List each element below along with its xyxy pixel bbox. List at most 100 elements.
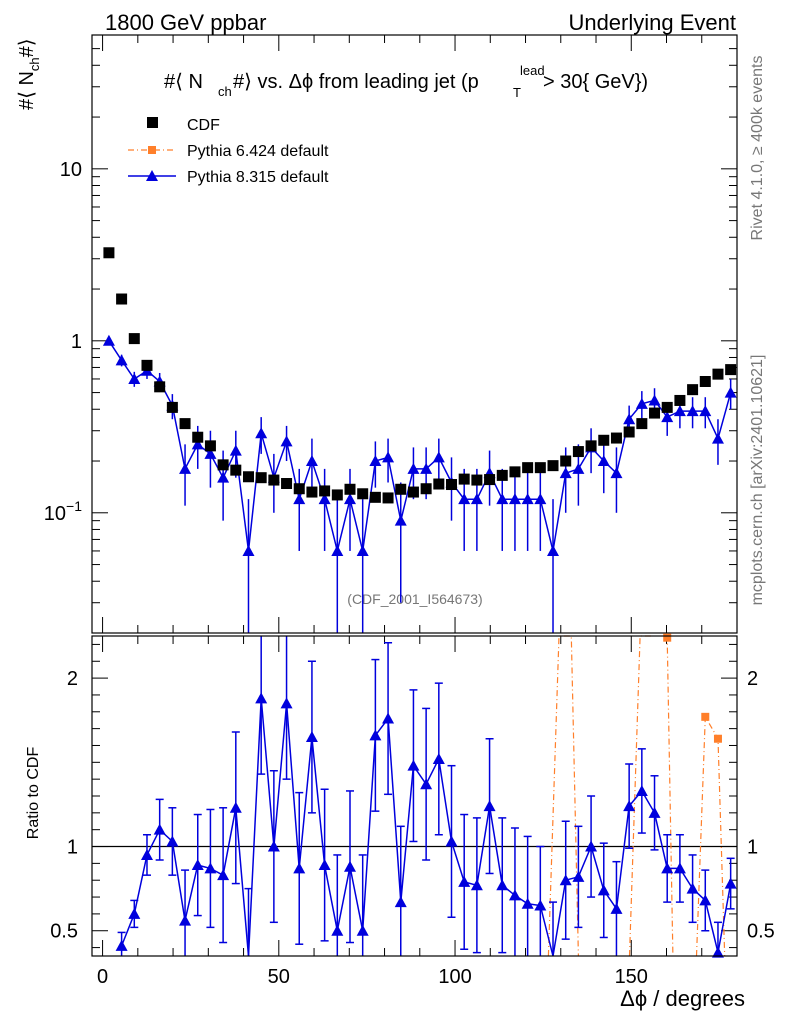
py8-main-point	[610, 467, 623, 479]
py8-ratio-point	[318, 859, 331, 871]
main-ytick-label: 1	[71, 331, 82, 353]
py8-ratio-point	[623, 800, 636, 812]
py8-ratio-point	[140, 848, 153, 860]
py8-main-point	[458, 493, 471, 505]
py8-ratio-point	[661, 862, 674, 874]
legend: CDF Pythia 6.424 default Pythia 8.315 de…	[128, 117, 329, 186]
title-sup-lead: lead	[520, 63, 545, 78]
legend-cdf-marker	[147, 117, 158, 128]
cdf-data-point	[598, 434, 610, 446]
py8-ratio-point	[458, 875, 471, 887]
py6-ratio-line	[664, 635, 674, 957]
cdf-data-point	[103, 247, 115, 259]
main-title: #⟨ N ch #⟩ vs. Δϕ from leading jet (p le…	[164, 63, 648, 100]
py8-main-point	[191, 438, 204, 450]
py8-ratio-point	[432, 752, 445, 764]
cdf-data-point	[496, 469, 508, 481]
cdf-data-point	[674, 394, 686, 406]
header-right: Underlying Event	[568, 10, 736, 35]
title-sub-t: T	[513, 85, 521, 100]
py8-ratio-point	[724, 877, 737, 889]
py8-main-point	[242, 544, 255, 556]
cdf-data-point	[661, 401, 673, 413]
py8-ratio-point	[331, 924, 344, 936]
ratio-ytick-label-left: 0.5	[50, 921, 78, 943]
py8-main-point	[420, 462, 433, 474]
py8-ratio-point	[470, 879, 483, 891]
main-ylabel: #⟨ Nch#⟩	[16, 38, 42, 110]
ratio-xtick-label: 150	[615, 966, 648, 988]
py8-main-point	[470, 493, 483, 505]
ratio-xtick-label: 50	[268, 966, 290, 988]
py8-ratio-point	[293, 862, 306, 874]
py8-ratio-point	[115, 939, 128, 951]
py8-main-point	[496, 493, 509, 505]
py8-ratio-point	[229, 801, 242, 813]
ratio-plot-area: 0.5 0.5 1 1 2 2 0 50 100 150	[50, 633, 775, 988]
py8-ratio-point	[305, 731, 318, 743]
cdf-data-point	[585, 440, 597, 452]
py8-main-point	[635, 397, 648, 409]
py8-ratio-point	[382, 712, 395, 724]
py8-main-point	[217, 471, 230, 483]
ylabel-open: #⟨ N	[16, 71, 38, 110]
py8-main-point	[547, 544, 560, 556]
py8-main-point	[521, 493, 534, 505]
py8-ratio-point	[420, 778, 433, 790]
py8-ratio-point	[179, 914, 192, 926]
legend-py6-marker	[148, 146, 156, 154]
cdf-data-point	[407, 486, 419, 498]
cdf-data-point	[725, 364, 737, 376]
cdf-data-point	[357, 488, 369, 500]
py8-main-point	[534, 493, 547, 505]
ratio-xtick-label: 100	[438, 966, 471, 988]
cdf-data-point	[534, 462, 546, 474]
cdf-data-point	[369, 491, 381, 503]
py8-main-point	[369, 455, 382, 467]
py8-ratio-point	[496, 879, 509, 891]
py8-ratio-point	[394, 896, 407, 908]
py6-ratio-point	[713, 734, 722, 743]
main-ytick-label: 10−1	[44, 498, 82, 525]
cdf-data-point	[420, 483, 432, 495]
cdf-data-point	[230, 464, 242, 476]
main-ytick-label: 10	[60, 159, 82, 181]
title-part-main: #⟨ N	[164, 71, 203, 93]
cdf-data-point	[458, 473, 470, 485]
cdf-data-point	[128, 333, 140, 345]
cdf-data-point	[395, 483, 407, 495]
py8-main-point	[115, 354, 128, 366]
py8-main-point	[597, 455, 610, 467]
py8-ratio-point	[128, 907, 141, 919]
py8-ratio-point	[699, 894, 712, 906]
py8-main-point	[344, 493, 356, 505]
py8-main-point	[572, 462, 585, 474]
py6-ratio-line	[628, 635, 653, 957]
py8-main-point	[699, 405, 712, 417]
py8-main-point	[179, 462, 192, 474]
cdf-data-point	[547, 460, 559, 472]
cdf-data-point	[572, 446, 584, 458]
py8-ratio-point	[521, 897, 534, 909]
ratio-frame-border	[91, 635, 738, 957]
py8-ratio-point	[445, 835, 458, 847]
py8-main-point	[407, 462, 420, 474]
py8-ratio-point	[585, 840, 598, 852]
py8-ratio-point	[407, 759, 420, 771]
py8-main-point	[673, 405, 686, 417]
py8-main-point	[559, 467, 572, 479]
py8-main-point	[623, 413, 636, 425]
x-axis-label: Δϕ / degrees	[620, 986, 745, 1011]
py6-ratio-point	[663, 633, 672, 642]
py8-ratio-point	[648, 806, 661, 818]
cdf-data-point	[154, 381, 166, 393]
cdf-data-point	[268, 474, 280, 486]
py8-main-point	[686, 405, 699, 417]
py8-ratio-point	[635, 784, 648, 796]
cdf-data-point	[610, 432, 622, 444]
cdf-data-point	[242, 471, 254, 483]
py6-ratio-point	[701, 712, 710, 721]
cdf-data-point	[217, 459, 229, 471]
py8-ratio-point	[204, 862, 217, 874]
py8-main-point	[432, 451, 445, 463]
